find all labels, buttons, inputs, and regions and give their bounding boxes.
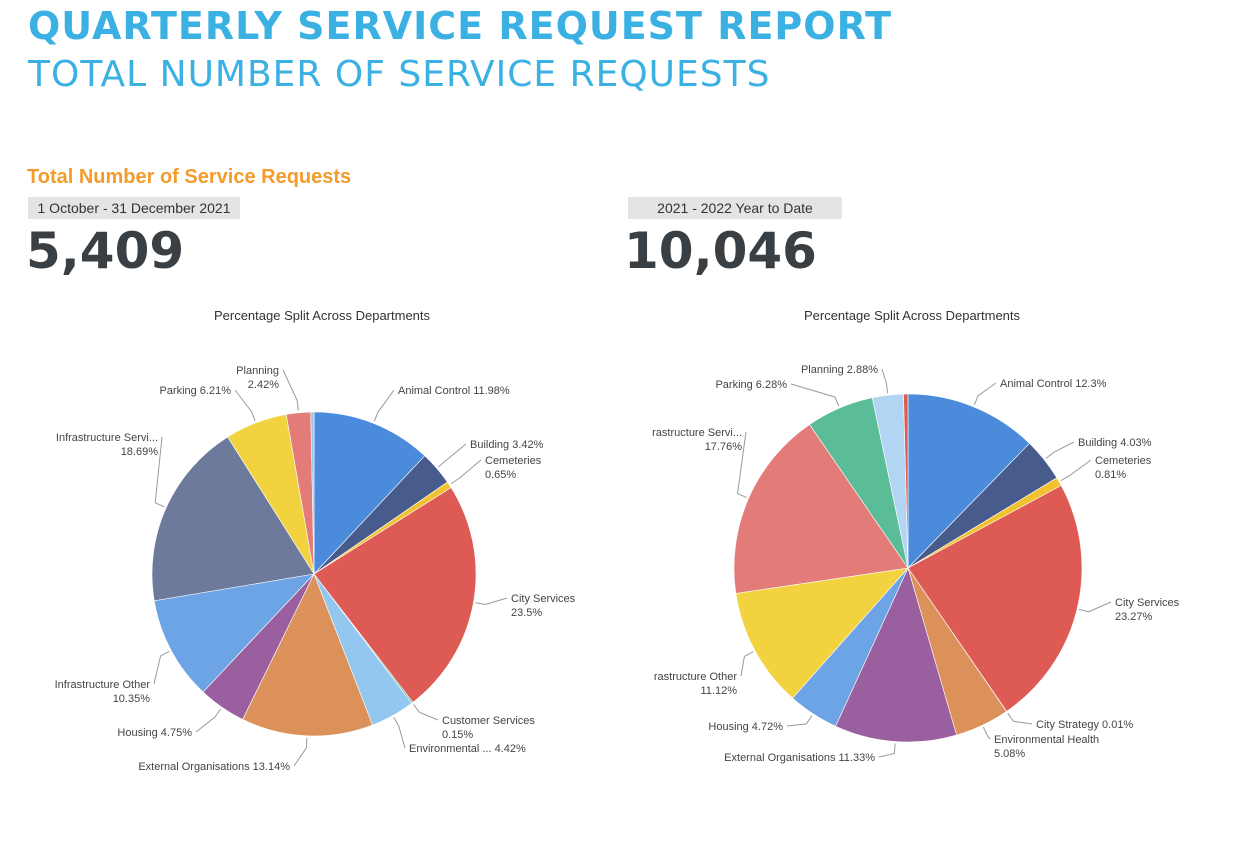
data-label: Building 4.03% <box>1078 437 1152 449</box>
leader-line <box>982 726 991 740</box>
data-label-name: Customer Services <box>442 715 535 727</box>
leader-line <box>1007 712 1033 725</box>
data-label-name: rastructure Servi... <box>652 427 742 439</box>
leader-line <box>234 389 256 422</box>
leader-line <box>1060 459 1092 482</box>
data-label-value: 23.27% <box>1115 611 1153 623</box>
leader-line <box>736 431 747 499</box>
pie-slice <box>907 485 1083 712</box>
leader-line <box>413 704 439 721</box>
left-pie-chart: Percentage Split Across Departments Anima… <box>40 300 600 800</box>
data-label-name: Planning <box>236 365 279 377</box>
data-label: Animal Control 12.3% <box>1000 378 1107 390</box>
data-label-value: 0.81% <box>1095 469 1126 481</box>
data-label-name: Infrastructure Servi... <box>56 432 158 444</box>
pie-slice <box>735 567 909 699</box>
left-period-label: 1 October - 31 December 2021 <box>28 197 240 219</box>
data-label: Animal Control 11.98% <box>398 385 510 397</box>
chart-title: Percentage Split Across Departments <box>214 308 431 323</box>
data-label-name: Cemeteries <box>1095 455 1152 467</box>
leader-line <box>881 368 889 394</box>
data-label: External Organisations 11.33% <box>724 752 875 764</box>
leader-line <box>786 715 813 727</box>
data-label-value: 0.15% <box>442 729 473 741</box>
data-label: External Organisations 13.14% <box>138 761 290 773</box>
data-label: Parking 6.28% <box>715 379 787 391</box>
data-label-value: 18.69% <box>121 446 159 458</box>
right-total-value: 10,046 <box>624 222 817 280</box>
data-label: Planning 2.88% <box>801 364 878 376</box>
leader-line <box>195 708 222 733</box>
pie-slice <box>313 487 477 703</box>
data-label-value: 5.08% <box>994 748 1025 760</box>
data-label-name: City Services <box>1115 597 1180 609</box>
data-label: City Strategy 0.01% <box>1036 719 1133 731</box>
pie-slice <box>835 567 957 743</box>
data-label-name: rastructure Other <box>654 671 737 683</box>
leader-line <box>475 597 508 605</box>
leader-line <box>393 717 406 749</box>
report-title: QUARTERLY SERVICE REQUEST REPORT <box>28 4 893 48</box>
left-pie-svg: Percentage Split Across Departments Anima… <box>55 308 576 773</box>
pie-slice <box>903 393 909 569</box>
data-label-name: City Services <box>511 593 576 605</box>
data-label-value: 11.12% <box>701 685 738 697</box>
pie-slice <box>153 573 315 693</box>
data-label: Building 3.42% <box>470 439 544 451</box>
data-label-name: Infrastructure Other <box>55 679 151 691</box>
section-title: Total Number of Service Requests <box>27 166 352 188</box>
leader-line <box>293 737 308 767</box>
leader-line <box>437 443 467 468</box>
leader-line <box>282 369 299 411</box>
right-period-label: 2021 - 2022 Year to Date <box>628 197 842 219</box>
pie-slice <box>242 573 373 737</box>
right-pie-svg: Percentage Split Across Departments Anima… <box>652 308 1180 764</box>
pie-slice <box>733 424 909 594</box>
data-label-value: 23.5% <box>511 607 542 619</box>
pie-slice <box>907 393 1030 569</box>
pie-slice <box>313 411 426 575</box>
chart-title: Percentage Split Across Departments <box>804 308 1021 323</box>
leader-line <box>373 389 395 422</box>
data-label: Environmental ... 4.42% <box>409 743 526 755</box>
data-label: Housing 4.75% <box>117 727 192 739</box>
pie-slice <box>310 411 315 575</box>
report-subtitle: TOTAL NUMBER OF SERVICE REQUESTS <box>28 54 771 95</box>
leader-line <box>878 743 896 758</box>
leader-line <box>154 436 165 508</box>
data-label-name: Environmental Health <box>994 734 1099 746</box>
data-label: Parking 6.21% <box>159 385 231 397</box>
leader-line <box>1045 441 1075 459</box>
left-total-value: 5,409 <box>26 222 185 280</box>
data-label-name: Cemeteries <box>485 455 542 467</box>
data-label-value: 0.65% <box>485 469 516 481</box>
data-label: Housing 4.72% <box>708 721 783 733</box>
pie-slice <box>151 436 315 602</box>
data-label-value: 17.76% <box>705 441 743 453</box>
leader-line <box>450 459 482 485</box>
leader-line <box>790 383 840 407</box>
leader-line <box>973 382 997 406</box>
leader-line <box>153 650 170 685</box>
right-pie-chart: Percentage Split Across Departments Anima… <box>630 300 1190 800</box>
data-label-value: 10.35% <box>113 693 151 705</box>
leader-line <box>1078 601 1112 613</box>
leader-line <box>740 651 754 677</box>
data-label-value: 2.42% <box>248 379 279 391</box>
